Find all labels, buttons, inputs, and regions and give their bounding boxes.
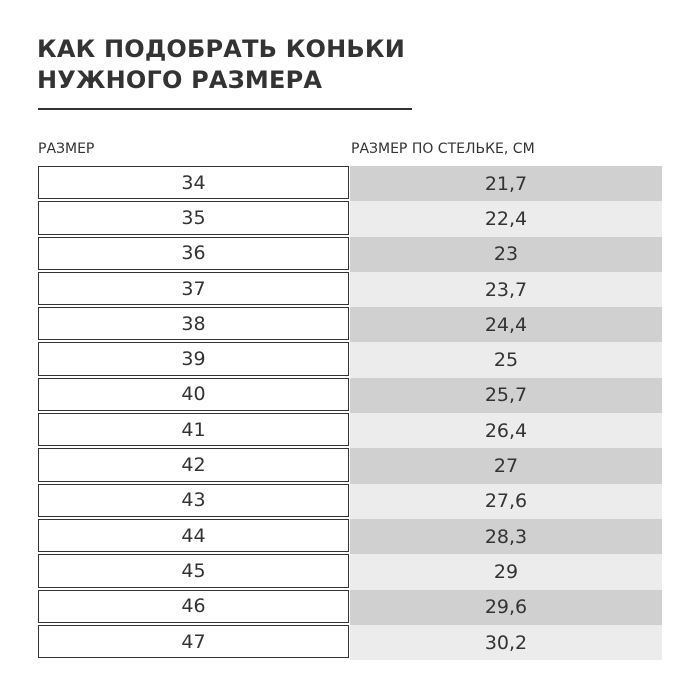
table-row: 36 23 <box>38 236 662 272</box>
size-cell: 36 <box>38 236 349 270</box>
insole-length-cell: 27,6 <box>350 483 662 519</box>
size-cell: 44 <box>38 518 349 553</box>
insole-length-cell: 24,4 <box>350 307 662 343</box>
table-row: 37 23,7 <box>38 271 662 308</box>
table-row: 47 30,2 <box>38 624 662 661</box>
insole-length-cell: 29 <box>350 554 662 590</box>
size-cell: 45 <box>38 554 349 588</box>
size-cell: 37 <box>38 271 349 306</box>
insole-length-cell: 30,2 <box>350 624 662 661</box>
page-title: КАК ПОДОБРАТЬ КОНЬКИ НУЖНОГО РАЗМЕРА <box>37 34 405 96</box>
size-cell: 41 <box>38 413 349 447</box>
insole-length-cell: 21,7 <box>350 166 662 202</box>
size-cell: 40 <box>38 377 349 412</box>
insole-length-cell: 23 <box>350 236 662 272</box>
header-size: РАЗМЕР <box>38 141 95 157</box>
table-row: 44 28,3 <box>38 518 662 555</box>
header-insole-length: РАЗМЕР ПО СТЕЛЬКЕ, СМ <box>351 141 535 157</box>
table-row: 46 29,6 <box>38 589 662 625</box>
table-row: 43 27,6 <box>38 483 662 519</box>
title-divider <box>38 108 412 110</box>
table-row: 41 26,4 <box>38 413 662 449</box>
insole-length-cell: 23,7 <box>350 271 662 308</box>
table-row: 34 21,7 <box>38 166 662 202</box>
table-row: 45 29 <box>38 554 662 590</box>
size-cell: 47 <box>38 624 349 659</box>
table-row: 39 25 <box>38 342 662 378</box>
insole-length-cell: 26,4 <box>350 413 662 449</box>
size-table: 34 21,7 35 22,4 36 23 37 23,7 38 24,4 39 25 40 25,7 41… <box>38 166 662 661</box>
size-cell: 34 <box>38 166 349 200</box>
insole-length-cell: 25 <box>350 342 662 378</box>
size-cell: 43 <box>38 483 349 517</box>
title-line-1: КАК ПОДОБРАТЬ КОНЬКИ <box>37 35 406 63</box>
size-cell: 39 <box>38 342 349 376</box>
size-cell: 42 <box>38 448 349 482</box>
insole-length-cell: 27 <box>350 448 662 484</box>
title-line-2: НУЖНОГО РАЗМЕРА <box>37 66 323 94</box>
size-cell: 46 <box>38 589 349 623</box>
size-cell: 38 <box>38 307 349 341</box>
table-row: 35 22,4 <box>38 201 662 237</box>
table-row: 40 25,7 <box>38 377 662 414</box>
insole-length-cell: 22,4 <box>350 201 662 237</box>
size-cell: 35 <box>38 201 349 235</box>
insole-length-cell: 25,7 <box>350 377 662 414</box>
insole-length-cell: 29,6 <box>350 589 662 625</box>
table-row: 42 27 <box>38 448 662 484</box>
insole-length-cell: 28,3 <box>350 518 662 555</box>
table-row: 38 24,4 <box>38 307 662 343</box>
